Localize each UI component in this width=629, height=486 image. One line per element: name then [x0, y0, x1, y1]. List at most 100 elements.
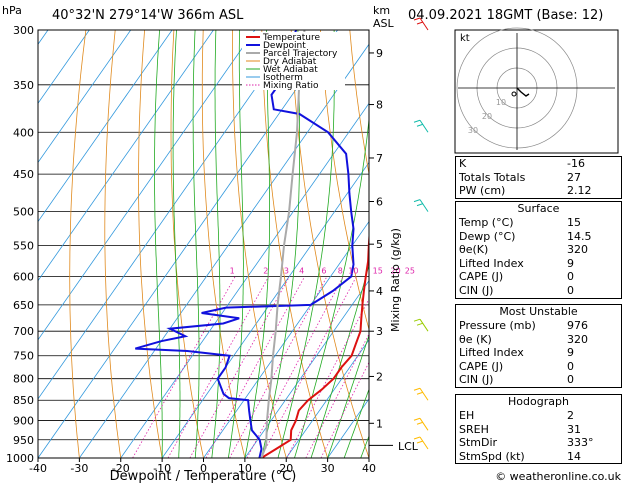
x-tick-label: 10: [238, 462, 252, 475]
pressure-tick-label: 800: [13, 373, 34, 386]
series-temperature: [260, 228, 369, 458]
series-dewpoint: [135, 30, 355, 458]
isotherm: [38, 30, 173, 223]
hodograph-title: Hodograph: [508, 395, 569, 408]
table-row: Lifted Index 9: [456, 346, 621, 360]
table-row: EH 2: [456, 409, 621, 423]
row-label: θe(K): [459, 243, 489, 257]
dry-adiabat: [170, 30, 204, 458]
storm-motion-marker: [511, 91, 517, 97]
x-tick-label: -20: [112, 462, 130, 475]
hodograph-ring-label: 20: [482, 112, 492, 121]
x-tick-label: 30: [321, 462, 335, 475]
km-tick-label: 2: [376, 370, 383, 383]
wind-barb-flag: [413, 17, 421, 21]
wind-barb-flag: [416, 21, 424, 25]
row-label: StmSpd (kt): [459, 449, 525, 463]
wet-adiabat: [211, 30, 221, 458]
legend-label: Temperature: [262, 33, 320, 43]
row-label: CAPE (J): [459, 359, 504, 373]
pressure-tick-label: 850: [13, 394, 34, 407]
mixing-ratio-line: [205, 276, 306, 458]
table-row: Temp (°C) 15: [456, 216, 621, 230]
mixing-ratio-label: 2: [263, 266, 268, 275]
wind-barb-flag: [413, 417, 421, 421]
hpa-label: hPa: [2, 4, 22, 17]
table-row: θe (K) 320: [456, 333, 621, 347]
isotherm: [79, 43, 369, 458]
mixing-ratio-label: 15: [373, 266, 383, 275]
row-label: Totals Totals: [459, 170, 526, 184]
table-row: CIN (J) 0: [456, 373, 621, 387]
table-row: CIN (J) 0: [456, 284, 621, 298]
legend-label: Wet Adiabat: [263, 65, 318, 75]
location-title: 40°32'N 279°14'W 366m ASL: [52, 8, 244, 23]
row-label: Lifted Index: [459, 346, 524, 360]
datetime-title: 04.09.2021 18GMT (Base: 12): [408, 8, 603, 23]
row-label: EH: [459, 409, 475, 422]
legend-label: Parcel Trajectory: [263, 49, 338, 59]
series-parcel-trajectory: [260, 30, 306, 458]
wind-barb: [419, 199, 429, 212]
mixing-ratio-label: 10: [348, 266, 358, 275]
km-tick-label: 1: [376, 417, 383, 430]
wind-barb: [419, 318, 429, 332]
pressure-tick-label: 650: [13, 299, 34, 312]
surface-table: Surface Temp (°C) 15 Dewp (°C) 14.5 θe(K) 320…: [455, 201, 622, 299]
isotherm: [38, 30, 297, 400]
x-tick-label: -10: [153, 462, 171, 475]
mixing-ratio-label: 1: [230, 266, 235, 275]
isotherm: [38, 30, 214, 282]
row-value: 14: [567, 449, 581, 463]
row-label: CAPE (J): [459, 270, 504, 284]
x-tick-label: -40: [29, 462, 47, 475]
x-tick-label: 40: [362, 462, 376, 475]
indices-table: K -16 Totals Totals 27 PW (cm) 2.12: [455, 156, 622, 199]
wind-barb-flag: [413, 199, 421, 203]
pressure-tick-label: 350: [13, 79, 34, 92]
km-tick-label: 3: [376, 325, 383, 338]
row-value: 0: [567, 283, 574, 297]
row-value: -16: [567, 157, 585, 170]
row-label: CIN (J): [459, 373, 494, 387]
mixing-ratio-labels: 1 2 3 4 6 8 10 15 20 25: [230, 266, 415, 275]
wet-adiabat: [294, 114, 369, 458]
row-label: PW (cm): [459, 184, 506, 198]
row-value: 27: [567, 170, 581, 184]
table-row: Dewp (°C) 14.5: [456, 230, 621, 244]
mixing-ratio-label: 3: [284, 266, 289, 275]
row-value: 2.12: [567, 184, 592, 198]
legend-label: Mixing Ratio: [263, 81, 319, 91]
isotherm: [38, 30, 338, 458]
wind-barb-flag: [413, 387, 421, 391]
km-tick-label: 9: [376, 47, 383, 60]
isotherm: [161, 161, 369, 458]
hodograph-ring-label: 30: [468, 126, 478, 135]
pressure-tick-label: 750: [13, 350, 34, 363]
wind-barbs: [413, 17, 429, 450]
wind-barb: [419, 418, 429, 431]
pressure-tick-label: 400: [13, 126, 34, 139]
legend-label: Isotherm: [263, 73, 303, 83]
mixing-ratio-label: 20: [391, 266, 401, 275]
lcl-label: LCL: [398, 440, 419, 453]
pressure-tick-label: 300: [13, 24, 34, 37]
wind-barb-flag: [413, 436, 421, 440]
mixing-ratio-line: [320, 361, 369, 458]
table-row: θe(K) 320: [456, 243, 621, 257]
isotherm: [0, 30, 7, 458]
pressure-tick-label: 600: [13, 270, 34, 283]
row-value: 15: [567, 216, 581, 229]
table-row: StmDir 333°: [456, 436, 621, 450]
surface-title: Surface: [517, 202, 560, 215]
hodograph-table: Hodograph EH 2 SREH 31 StmDir 333° StmSpd (kt)…: [455, 394, 622, 465]
hodograph-trace: [516, 87, 530, 97]
row-label: Pressure (mb): [459, 319, 536, 332]
plot-frame: [37, 29, 370, 459]
dry-adiabat: [138, 30, 163, 458]
dry-adiabat: [349, 30, 369, 177]
table-row: CAPE (J) 0: [456, 360, 621, 374]
table-row: SREH 31: [456, 423, 621, 437]
dry-adiabat: [104, 30, 122, 458]
mixing-ratio-line: [246, 276, 344, 458]
